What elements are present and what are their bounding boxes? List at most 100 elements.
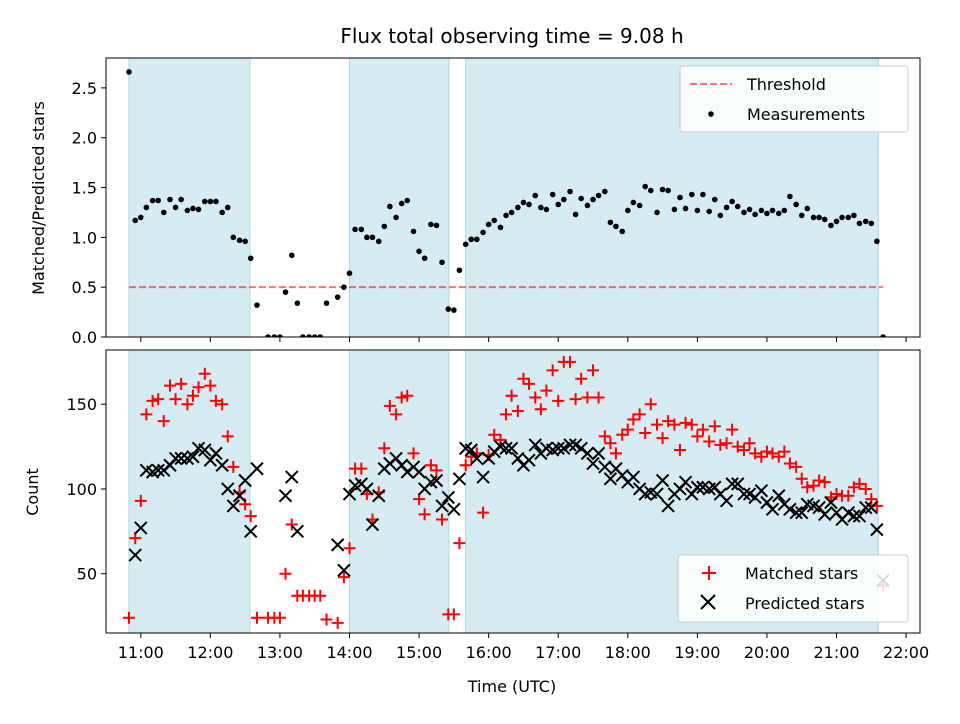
matched-stars-point [790, 460, 803, 473]
measurement-point [602, 188, 608, 195]
predicted-stars-point [151, 463, 165, 478]
matched-stars-point [546, 364, 559, 377]
predicted-stars-point [765, 502, 780, 517]
measurement-point [178, 196, 184, 203]
matched-stars-point [795, 472, 808, 485]
measurement-point [734, 203, 741, 210]
predicted-stars-point [795, 505, 809, 520]
measurement-point [810, 214, 817, 221]
measurement-point [271, 334, 278, 337]
measurement-point [132, 217, 139, 224]
matched-stars-point [696, 423, 709, 436]
matched-stars-point [673, 443, 686, 456]
measurement-point [520, 199, 527, 206]
measurement-point [613, 223, 619, 230]
matched-stars-point [564, 355, 577, 368]
predicted-stars-point [626, 470, 641, 484]
measurement-point [793, 201, 799, 208]
predicted-stars-point [528, 438, 542, 452]
measurement-point [352, 226, 358, 233]
matched-stars-point [859, 482, 872, 495]
matched-stars-point [204, 379, 217, 392]
matched-stars-point [314, 589, 327, 602]
matched-stars-point [627, 413, 640, 426]
measurement-point [195, 206, 202, 213]
matched-stars-point [209, 394, 222, 407]
measurement-point [341, 284, 347, 290]
matched-stars-point [540, 384, 553, 397]
measurement-point [143, 204, 150, 211]
matched-stars-point [592, 391, 605, 404]
matched-stars-point [343, 542, 356, 555]
predicted-stars-point [661, 499, 675, 513]
predicted-stars-point [678, 475, 693, 489]
x-tick-label: 18:00 [605, 643, 651, 662]
measurement-point [236, 237, 243, 244]
measurement-point [682, 205, 689, 212]
matched-stars-point [772, 450, 785, 463]
measurement-point [265, 334, 271, 337]
measurement-point [845, 214, 852, 221]
measurement-point [398, 200, 405, 207]
matched-stars-point [488, 428, 501, 441]
matched-stars-point [198, 367, 211, 380]
matched-stars-point [459, 459, 472, 472]
predicted-stars-point [789, 505, 803, 520]
matched-stars-point [587, 364, 600, 377]
y-tick-label: 150 [66, 395, 97, 414]
predicted-stars-point [731, 477, 745, 491]
matched-stars-point [169, 393, 182, 406]
matched-stars-point [668, 418, 681, 431]
measurement-point [821, 216, 828, 223]
matched-stars-point [726, 423, 739, 436]
matched-stars-point [436, 513, 449, 526]
matched-stars-point [529, 391, 542, 404]
predicted-stars-point [551, 441, 565, 455]
predicted-stars-point [330, 538, 345, 552]
measurement-point [619, 228, 626, 235]
top-legend-box [679, 65, 909, 133]
matched-stars-point [279, 567, 292, 580]
matched-stars-point [140, 408, 153, 421]
measurement-point [346, 270, 353, 277]
matched-stars-point [651, 418, 664, 431]
matched-stars-point [679, 416, 692, 429]
measurement-point [288, 252, 295, 259]
y-tick-label: 0.5 [72, 278, 97, 297]
measurement-point [567, 188, 573, 195]
y-tick-label: 100 [66, 480, 97, 499]
measurement-point [880, 334, 886, 337]
matched-stars-point [685, 418, 698, 431]
measurement-point [764, 210, 770, 217]
y-tick-label: 2.5 [72, 79, 97, 98]
measurement-point [387, 203, 393, 210]
predicted-stars-point [186, 450, 200, 464]
measurement-point [155, 197, 161, 204]
predicted-stars-point [209, 446, 223, 461]
matched-stars-point [569, 393, 582, 406]
matched-stars-point [633, 408, 646, 421]
matched-stars-point [604, 437, 617, 450]
matched-stars-point [523, 377, 536, 390]
predicted-stars-point [655, 473, 670, 488]
measurement-point [677, 194, 683, 201]
y-tick-label: 50 [77, 565, 97, 584]
matched-stars-point [552, 394, 565, 407]
measurement-point [798, 212, 805, 219]
measurement-point [654, 209, 660, 216]
matched-stars-point [517, 372, 530, 385]
matched-stars-point [320, 613, 333, 626]
observing-interval-shade [128, 58, 251, 337]
y-tick-label: 1.0 [72, 228, 97, 247]
measurement-point [572, 211, 579, 218]
measurement-point [839, 214, 845, 221]
predicted-stars-point [557, 441, 571, 455]
matched-stars-point [424, 459, 437, 472]
matched-stars-point [644, 398, 657, 411]
measurement-point [642, 183, 648, 190]
matched-stars-point [778, 445, 791, 458]
measurement-point [711, 196, 718, 203]
measurement-point [213, 198, 219, 205]
measurement-point [752, 211, 758, 218]
measurement-point [636, 202, 643, 209]
